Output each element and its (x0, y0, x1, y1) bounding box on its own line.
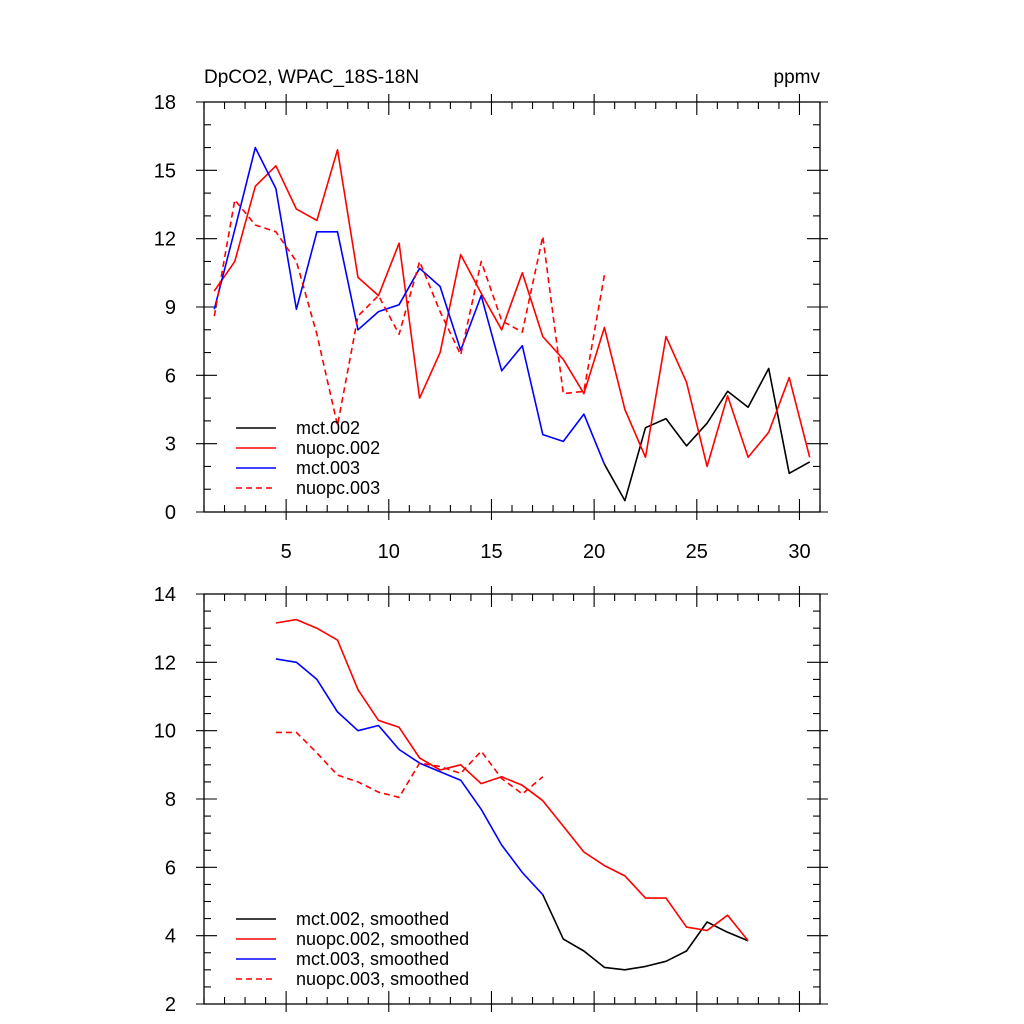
top-panel: DpCO2, WPAC_18S-18N ppmv 0 3 6 9 12 15 18 5 10 1… (154, 67, 828, 563)
series-line-nuopc-002-smoothed (275, 618, 749, 942)
x-tick-label: 15 (480, 541, 502, 563)
legend-label: nuopc.002, smoothed (296, 929, 469, 949)
series-line-mct-002-smoothed (542, 894, 749, 971)
legend-label: nuopc.003 (296, 478, 380, 498)
y-tick-label: 9 (165, 297, 176, 319)
data-series (213, 146, 811, 502)
y-tick-label: 6 (165, 857, 176, 879)
data-series (275, 618, 749, 971)
series-line-nuopc-003-smoothed (275, 731, 544, 799)
plot-frame (203, 101, 821, 513)
tick-marks (196, 586, 828, 1012)
legend-label: mct.003 (296, 458, 360, 478)
series-line-mct-003 (213, 146, 606, 465)
x-tick-label: 5 (281, 541, 292, 563)
y-tick-label: 6 (165, 365, 176, 387)
x-tick-label: 30 (788, 541, 810, 563)
y-tick-label: 10 (154, 721, 176, 743)
y-tick-label: 4 (165, 926, 176, 948)
series-line-nuopc-002 (213, 149, 811, 468)
plot-frame (203, 593, 821, 1005)
legend-label: mct.002, smoothed (296, 909, 449, 929)
y-tick-label: 2 (165, 994, 176, 1016)
legend-label: nuopc.003, smoothed (296, 969, 469, 989)
y-tick-labels: 2 4 6 8 10 12 14 (154, 584, 176, 1016)
legend-label: nuopc.002 (296, 438, 380, 458)
tick-marks (196, 94, 828, 520)
x-tick-labels: 5 10 15 20 25 30 (281, 541, 811, 563)
x-tick-label: 10 (378, 541, 400, 563)
y-tick-label: 0 (165, 502, 176, 524)
legend-label: mct.003, smoothed (296, 949, 449, 969)
y-tick-label: 12 (154, 229, 176, 251)
y-tick-label: 12 (154, 652, 176, 674)
units-label: ppmv (774, 67, 821, 88)
legend-label: mct.002 (296, 418, 360, 438)
y-tick-label: 15 (154, 160, 176, 182)
x-tick-label: 25 (686, 541, 708, 563)
y-tick-label: 18 (154, 92, 176, 114)
series-line-nuopc-003 (213, 199, 606, 427)
y-tick-label: 3 (165, 434, 176, 456)
series-line-mct-002 (603, 367, 811, 502)
y-tick-label: 14 (154, 584, 176, 606)
series-line-mct-003-smoothed (275, 658, 544, 896)
y-tick-label: 8 (165, 789, 176, 811)
x-tick-label: 20 (583, 541, 605, 563)
chart-title: DpCO2, WPAC_18S-18N (204, 67, 419, 88)
y-tick-labels: 0 3 6 9 12 15 18 (154, 92, 176, 524)
